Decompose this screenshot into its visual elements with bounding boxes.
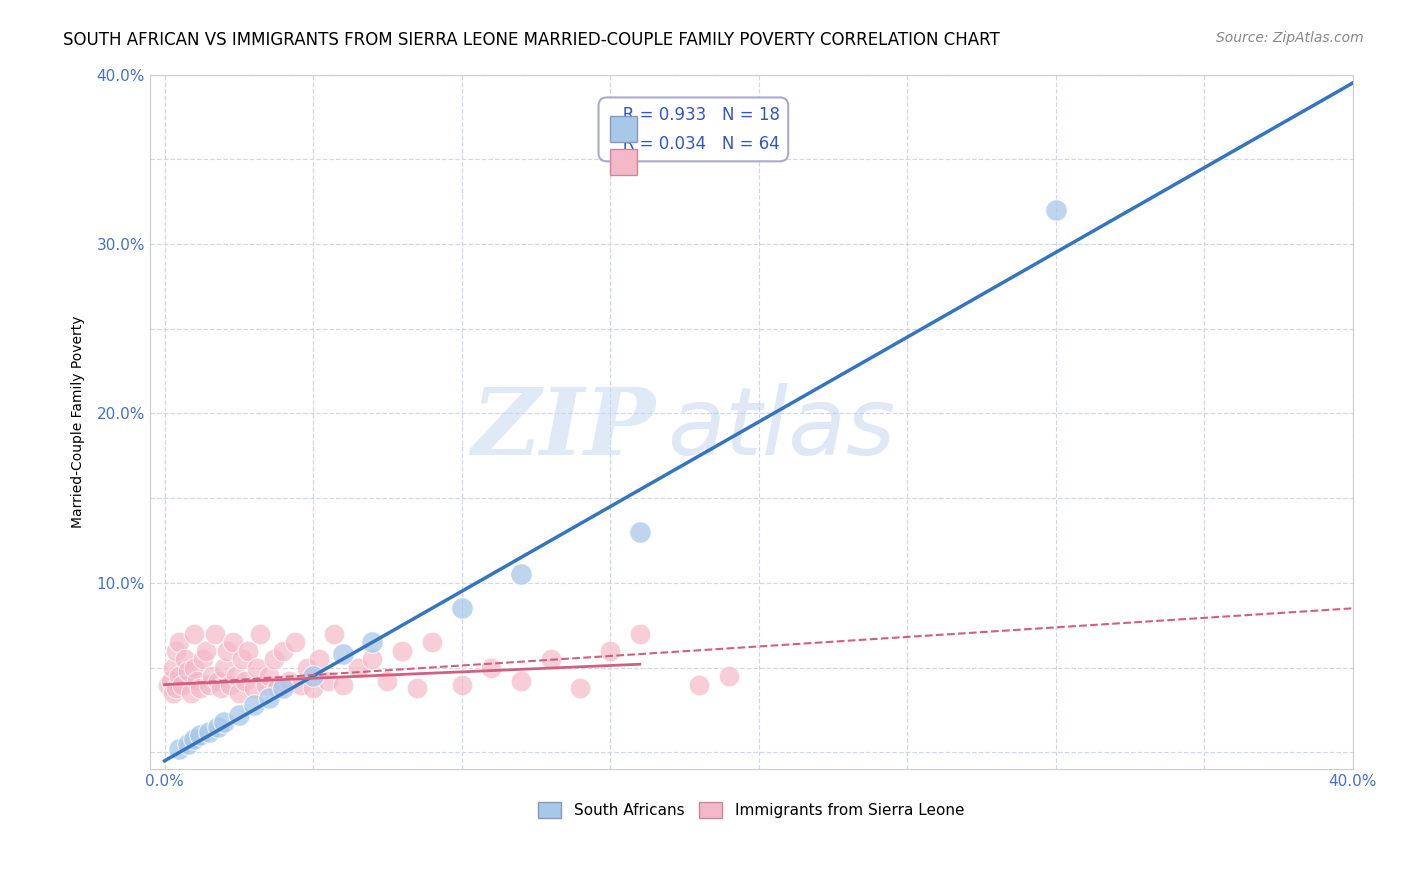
Text: R = 0.933   N = 18
   R = 0.034   N = 64: R = 0.933 N = 18 R = 0.034 N = 64	[607, 106, 780, 153]
Point	[273, 681, 295, 695]
Point	[165, 681, 187, 695]
Point	[159, 674, 181, 689]
Point	[186, 674, 208, 689]
Point	[540, 652, 562, 666]
FancyBboxPatch shape	[610, 115, 637, 142]
Point	[207, 720, 229, 734]
Point	[254, 677, 277, 691]
Point	[233, 674, 256, 689]
Point	[246, 660, 269, 674]
Point	[162, 660, 184, 674]
Point	[183, 731, 205, 746]
FancyBboxPatch shape	[610, 149, 637, 175]
Point	[406, 681, 429, 695]
Point	[263, 652, 285, 666]
Point	[195, 643, 218, 657]
Point	[569, 681, 592, 695]
Point	[479, 660, 502, 674]
Point	[188, 681, 211, 695]
Point	[228, 708, 250, 723]
Point	[322, 626, 344, 640]
Point	[198, 677, 221, 691]
Point	[257, 669, 280, 683]
Point	[510, 674, 533, 689]
Point	[162, 686, 184, 700]
Point	[688, 677, 710, 691]
Point	[257, 691, 280, 706]
Point	[180, 686, 202, 700]
Point	[193, 652, 215, 666]
Point	[207, 674, 229, 689]
Point	[302, 669, 325, 683]
Point	[201, 669, 224, 683]
Text: ZIP: ZIP	[471, 384, 655, 474]
Point	[198, 725, 221, 739]
Text: SOUTH AFRICAN VS IMMIGRANTS FROM SIERRA LEONE MARRIED-COUPLE FAMILY POVERTY CORR: SOUTH AFRICAN VS IMMIGRANTS FROM SIERRA …	[63, 31, 1000, 49]
Point	[204, 626, 226, 640]
Point	[278, 674, 301, 689]
Point	[165, 643, 187, 657]
Point	[450, 677, 472, 691]
Point	[225, 669, 247, 683]
Point	[231, 652, 253, 666]
Point	[361, 652, 384, 666]
Point	[302, 681, 325, 695]
Point	[290, 677, 312, 691]
Point	[183, 626, 205, 640]
Point	[375, 674, 398, 689]
Point	[346, 660, 368, 674]
Point	[1045, 203, 1067, 218]
Point	[628, 626, 651, 640]
Point	[242, 698, 264, 712]
Point	[420, 635, 443, 649]
Point	[249, 626, 271, 640]
Point	[169, 742, 191, 756]
Point	[215, 643, 238, 657]
Point	[209, 681, 232, 695]
Point	[361, 635, 384, 649]
Text: Source: ZipAtlas.com: Source: ZipAtlas.com	[1216, 31, 1364, 45]
Point	[316, 674, 339, 689]
Point	[212, 660, 235, 674]
Y-axis label: Married-Couple Family Poverty: Married-Couple Family Poverty	[72, 316, 86, 528]
Point	[332, 647, 354, 661]
Point	[599, 643, 621, 657]
Point	[510, 567, 533, 582]
Point	[169, 669, 191, 683]
Text: atlas: atlas	[666, 384, 896, 475]
Point	[188, 728, 211, 742]
Point	[628, 524, 651, 539]
Point	[450, 601, 472, 615]
Point	[177, 737, 200, 751]
Point	[177, 664, 200, 678]
Point	[219, 677, 242, 691]
Legend: South Africans, Immigrants from Sierra Leone: South Africans, Immigrants from Sierra L…	[533, 796, 970, 824]
Point	[212, 714, 235, 729]
Point	[174, 652, 197, 666]
Point	[183, 660, 205, 674]
Point	[273, 643, 295, 657]
Point	[284, 635, 307, 649]
Point	[172, 677, 194, 691]
Point	[228, 686, 250, 700]
Point	[242, 681, 264, 695]
Point	[717, 669, 740, 683]
Point	[236, 643, 259, 657]
Point	[266, 681, 288, 695]
Point	[295, 660, 318, 674]
Point	[169, 635, 191, 649]
Point	[156, 677, 179, 691]
Point	[332, 677, 354, 691]
Point	[391, 643, 413, 657]
Point	[222, 635, 245, 649]
Point	[308, 652, 330, 666]
